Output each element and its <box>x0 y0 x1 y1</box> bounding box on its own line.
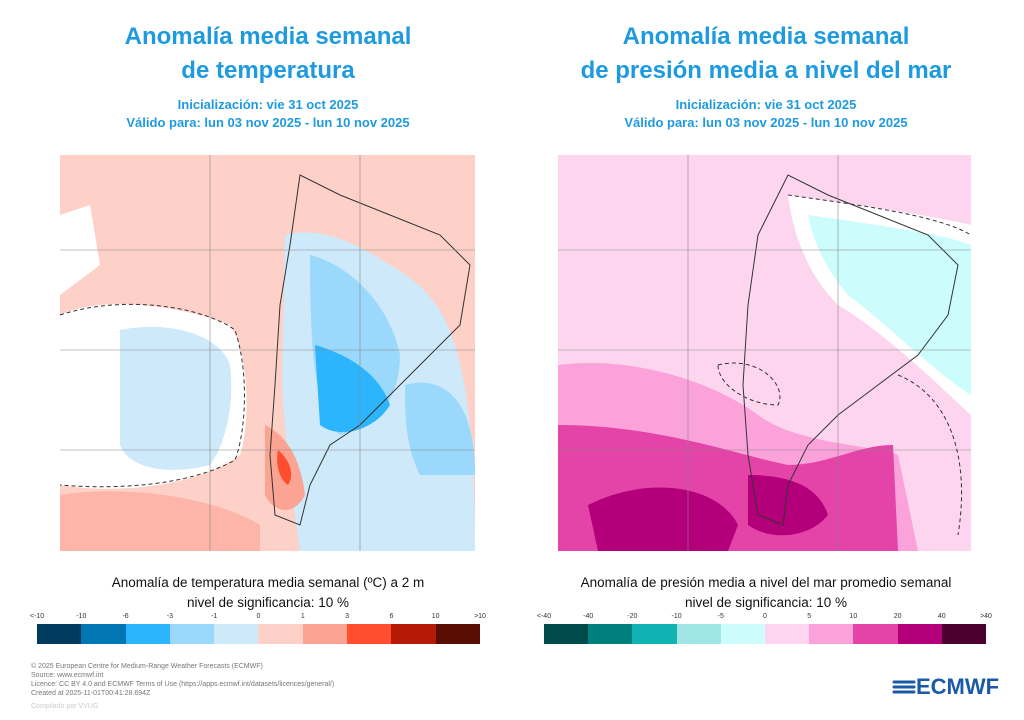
legend-swatch <box>853 624 898 644</box>
legend-tick: -40 <box>583 613 594 620</box>
pressure-panel: Anomalía media semanal de presión media a… <box>510 0 1022 660</box>
legend-swatch <box>214 624 259 644</box>
legend-tick: 5 <box>807 613 812 620</box>
pressure-anomaly-map <box>558 155 971 551</box>
legend-swatch <box>81 624 126 644</box>
legend-swatch <box>588 624 633 644</box>
legend-swatch <box>941 624 987 644</box>
legend-tick: -1 <box>211 613 218 620</box>
legend-tick: 6 <box>389 613 394 620</box>
ecmwf-swirl-icon <box>892 680 916 694</box>
legend-tick: >40 <box>980 613 992 620</box>
pressure-caption: Anomalía de presión media a nivel del ma… <box>580 575 952 610</box>
legend-tick: <-10 <box>29 613 45 620</box>
pressure-colorbar <box>544 624 987 644</box>
pressure-title: Anomalía media semanal de presión media a… <box>580 23 952 84</box>
legend-swatch <box>632 624 677 644</box>
temperature-legend-ticks: <-10 -10 -6 -3 -1 0 1 3 6 10 >10 <box>30 613 486 623</box>
legend-tick: -6 <box>122 613 129 620</box>
legend-tick: -3 <box>166 613 174 620</box>
legend-swatch <box>809 624 854 644</box>
pressure-dates: Inicialización: vie 31 oct 2025 Válido pa… <box>624 97 908 130</box>
temperature-caption: Anomalía de temperatura media semanal (º… <box>111 575 425 610</box>
legend-swatch <box>720 624 766 644</box>
legend-tick: 1 <box>300 613 305 620</box>
legend-tick: <-40 <box>536 613 552 620</box>
legend-tick: 20 <box>893 613 902 620</box>
temperature-anomaly-map <box>60 155 475 551</box>
legend-tick: >10 <box>474 613 486 620</box>
legend-tick: 0 <box>256 613 261 620</box>
ecmwf-logo: ECMWF <box>892 674 999 700</box>
legend-swatch <box>169 624 215 644</box>
legend-tick: 3 <box>345 613 350 620</box>
legend-swatch <box>125 624 170 644</box>
legend-swatch <box>765 624 810 644</box>
legend-tick: 10 <box>849 613 858 620</box>
copyright-footer: © 2025 European Centre for Medium-Range … <box>31 663 335 697</box>
legend-swatch <box>435 624 480 644</box>
temperature-dates: Inicialización: vie 31 oct 2025 Válido pa… <box>126 97 410 130</box>
legend-swatch <box>391 624 436 644</box>
legend-tick: 10 <box>431 613 440 620</box>
legend-swatch <box>347 624 392 644</box>
legend-tick: 40 <box>937 613 946 620</box>
legend-swatch <box>302 624 348 644</box>
legend-swatch <box>258 624 303 644</box>
legend-tick: -10 <box>671 613 682 620</box>
legend-swatch <box>676 624 721 644</box>
temperature-panel: Anomalía media semanal de temperatura Ini… <box>12 0 524 660</box>
legend-swatch <box>544 624 589 644</box>
temperature-title: Anomalía media semanal de temperatura <box>124 23 412 84</box>
legend-swatch <box>897 624 942 644</box>
legend-tick: -5 <box>717 613 724 620</box>
legend-tick: -10 <box>76 613 87 620</box>
legend-tick: -20 <box>627 613 638 620</box>
temperature-colorbar <box>37 624 480 644</box>
compiled-by: Compilado por VVUG <box>31 703 99 710</box>
legend-tick: 0 <box>763 613 767 620</box>
pressure-legend-ticks: <-40 -40 -20 -10 -5 0 5 10 20 40 >40 <box>537 613 992 623</box>
legend-swatch <box>37 624 82 644</box>
